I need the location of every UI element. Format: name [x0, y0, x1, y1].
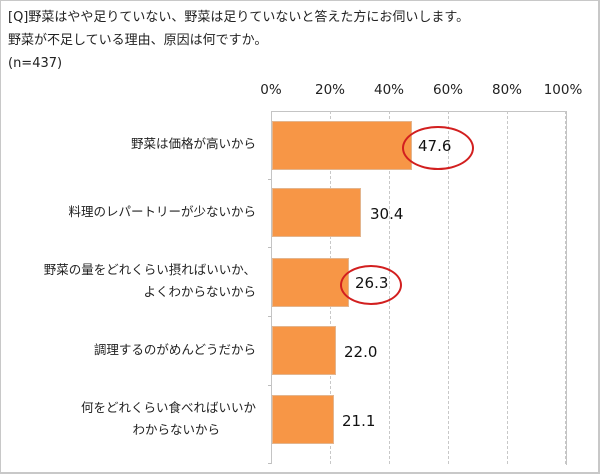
- category-label-text: 野菜の量をどれくらい摂ればいいか、: [43, 262, 256, 277]
- bar-1: [272, 121, 412, 170]
- y-tick: [268, 463, 271, 464]
- value-label-2: 30.4: [370, 205, 404, 223]
- bar-4: [272, 326, 336, 375]
- category-label-text: 野菜は価格が高いから: [130, 136, 256, 151]
- y-tick: [268, 316, 271, 317]
- gridline-80: [507, 111, 508, 464]
- value-label-1: 47.6: [418, 137, 452, 155]
- x-tick-80: 80%: [491, 82, 523, 98]
- x-tick-40: 40%: [373, 82, 405, 98]
- sample-size: (n=437): [8, 56, 63, 71]
- bar-3: [272, 258, 349, 307]
- category-label-text: よくわからないから: [143, 284, 256, 299]
- x-tick-100: 100%: [543, 82, 583, 98]
- gridline-100: [565, 111, 566, 464]
- highlight-ellipse-2: [340, 265, 402, 305]
- category-label-text: わからないから: [132, 422, 220, 437]
- value-label-3: 26.3: [355, 274, 389, 292]
- plot-area: [271, 111, 567, 465]
- category-label-4: 調理するのがめんどうだから: [94, 339, 256, 361]
- category-label-3: 野菜の量をどれくらい摂ればいいか、 よくわからないから: [44, 259, 256, 303]
- category-label-2: 料理のレパートリーが少ないから: [68, 201, 256, 223]
- value-label-4: 22.0: [344, 343, 378, 361]
- bar-2: [272, 188, 361, 237]
- category-label-text: 料理のレパートリーが少ないから: [68, 204, 256, 219]
- category-label-text: 調理するのがめんどうだから: [93, 342, 256, 357]
- highlight-ellipse-1: [402, 126, 474, 170]
- x-tick-20: 20%: [314, 82, 346, 98]
- value-label-5: 21.1: [342, 412, 376, 430]
- y-tick: [268, 247, 271, 248]
- category-label-5: 何をどれくらい食べればいいか わからないから: [81, 397, 256, 441]
- question-line-2: 野菜が不足している理由、原因は何ですか。: [8, 33, 268, 48]
- x-tick-0: 0%: [260, 82, 282, 98]
- category-label-text: 何をどれくらい食べればいいか: [80, 400, 256, 415]
- gridline-60: [448, 111, 449, 464]
- category-label-1: 野菜は価格が高いから: [131, 133, 256, 155]
- y-tick: [268, 179, 271, 180]
- y-tick: [268, 385, 271, 386]
- question-line-1: [Q]野菜はやや足りていない、野菜は足りていないと答えた方にお伺いします。: [8, 10, 470, 25]
- bar-5: [272, 395, 334, 444]
- x-tick-60: 60%: [432, 82, 464, 98]
- y-axis-line: [271, 111, 272, 464]
